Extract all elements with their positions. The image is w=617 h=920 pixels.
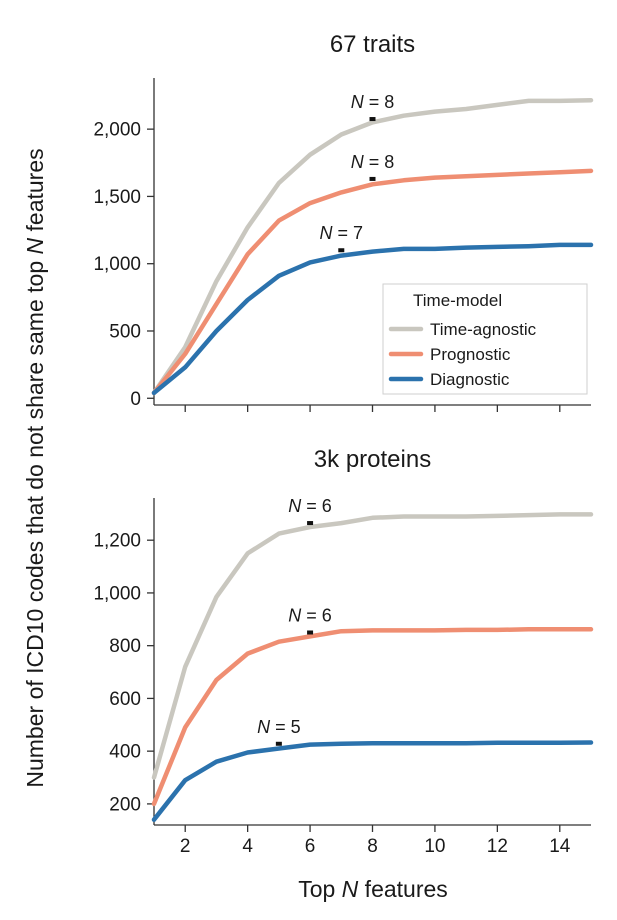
series-line-prognostic <box>151 168 594 396</box>
panel-3k-proteins: 3k proteins 200 400 600 800 1,000 1,200 2 4 6 8 10 1… <box>93 446 594 857</box>
panel-title: 67 traits <box>330 31 415 58</box>
annotation-n: N <box>351 152 365 172</box>
annotation-n: N <box>288 496 302 516</box>
y-tick-label: 1,000 <box>93 254 141 275</box>
y-tick-label: 1,500 <box>93 187 141 208</box>
annotation-n: N <box>351 92 365 112</box>
annotation-label: N = 6 <box>288 496 332 516</box>
y-tick-label: 400 <box>109 742 141 763</box>
annotation-marker <box>369 117 376 122</box>
annotation-value: = 5 <box>270 717 301 737</box>
legend-title: Time-model <box>413 291 502 310</box>
annotation-label: N = 6 <box>288 605 332 625</box>
x-tick-label: 12 <box>487 836 508 857</box>
annotation-n: N <box>257 717 271 737</box>
y-tick-label: 0 <box>130 389 141 410</box>
x-axis-label: Top N features <box>298 876 448 902</box>
x-axis-label-part-1: Top <box>298 876 341 902</box>
series-line-diagnostic <box>151 740 594 822</box>
legend-label-diagnostic: Diagnostic <box>430 370 510 389</box>
annotation-value: = 7 <box>333 223 364 243</box>
legend-label-prognostic: Prognostic <box>430 345 511 364</box>
y-axis-label-part-3: features <box>22 148 48 238</box>
y-axis-label-part-2: N <box>22 238 48 255</box>
y-axis-label-part-1: Number of ICD10 codes that do not share … <box>22 255 48 788</box>
annotation-marker <box>369 176 376 181</box>
x-tick-label: 2 <box>180 836 191 857</box>
annotation-value: = 8 <box>364 152 395 172</box>
series-line-prognostic <box>151 627 594 807</box>
annotation-value: = 6 <box>301 605 332 625</box>
annotation-label: N = 8 <box>351 152 395 172</box>
series-line-time-agnostic <box>151 97 594 396</box>
y-tick-label: 200 <box>109 794 141 815</box>
panel-title: 3k proteins <box>314 446 431 473</box>
y-tick-label: 1,000 <box>93 583 141 604</box>
series-line-time-agnostic <box>151 512 594 780</box>
y-tick-label: 1,200 <box>93 531 141 552</box>
legend: Time-model Time-agnostic Prognostic Diag… <box>382 283 588 395</box>
series-line-diagnostic <box>151 242 594 396</box>
annotation-label: N = 8 <box>351 92 395 112</box>
x-axis-label-part-2: N <box>342 876 359 902</box>
y-axis-label: Number of ICD10 codes that do not share … <box>22 148 48 787</box>
annotation-marker <box>338 248 345 253</box>
annotation-label: N = 5 <box>257 717 301 737</box>
x-tick-label: 4 <box>242 836 253 857</box>
annotation-value: = 8 <box>364 92 395 112</box>
annotation-value: = 6 <box>301 496 332 516</box>
y-tick-label: 500 <box>109 321 141 342</box>
x-tick-label: 14 <box>549 836 571 857</box>
y-tick-label: 2,000 <box>93 120 141 141</box>
x-axis-label-part-3: features <box>358 876 448 902</box>
annotation-marker <box>307 630 314 635</box>
x-tick-label: 10 <box>424 836 445 857</box>
annotation-label: N = 7 <box>320 223 364 243</box>
y-tick-label: 800 <box>109 636 141 657</box>
annotation-n: N <box>288 605 302 625</box>
annotation-n: N <box>320 223 334 243</box>
annotation-marker <box>307 521 314 526</box>
x-tick-label: 6 <box>305 836 316 857</box>
y-tick-label: 600 <box>109 689 141 710</box>
x-tick-label: 8 <box>367 836 378 857</box>
annotation-marker <box>275 741 282 746</box>
legend-frame <box>382 283 588 395</box>
legend-label-time-agnostic: Time-agnostic <box>430 320 537 339</box>
